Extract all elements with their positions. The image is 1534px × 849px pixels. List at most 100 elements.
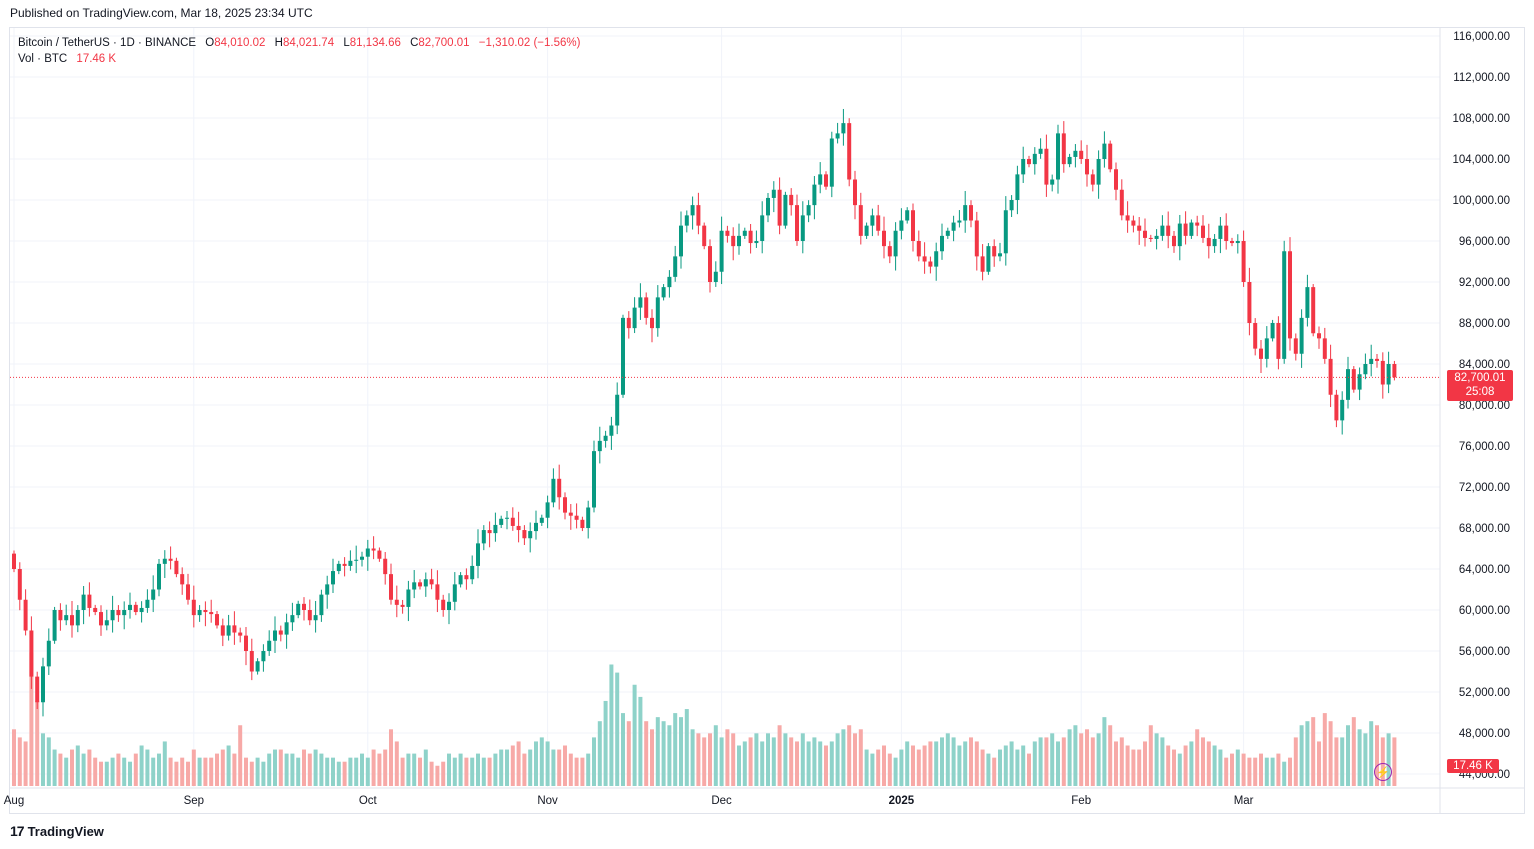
candle-body	[1166, 225, 1171, 236]
candle-body	[940, 235, 944, 252]
candle-body	[945, 230, 950, 236]
volume-bar	[1108, 725, 1113, 786]
time-tick-label: 2025	[889, 795, 915, 807]
candle-body	[145, 599, 150, 608]
volume-bar	[1021, 745, 1026, 786]
volume-bar	[783, 733, 788, 786]
volume-bar	[516, 741, 521, 786]
candle-body	[284, 622, 289, 635]
price-tick-label: 68,000.00	[1459, 523, 1510, 535]
volume-bar	[812, 737, 817, 786]
candle-body	[17, 569, 22, 600]
candle-body	[626, 317, 631, 329]
candle-body	[464, 575, 469, 580]
volume-bar	[441, 761, 446, 786]
volume-bar	[887, 753, 892, 786]
candle-body	[1050, 179, 1055, 185]
volume-bar	[476, 753, 480, 786]
candle-body	[748, 230, 753, 244]
candle-body	[1282, 251, 1287, 359]
candle-body	[934, 251, 939, 267]
lightning-icon[interactable]: ⚡	[1374, 763, 1392, 781]
volume-bar	[1346, 725, 1350, 786]
volume-bar	[940, 737, 944, 786]
volume-bar	[1380, 737, 1385, 786]
legend-volume-label[interactable]: Vol · BTC	[18, 53, 68, 65]
candle-body	[1375, 358, 1379, 361]
volume-bar	[621, 713, 625, 786]
candle-body	[911, 210, 915, 241]
volume-bar	[58, 753, 63, 786]
volume-bar	[1299, 725, 1304, 786]
candle-body	[400, 604, 405, 607]
volume-bar	[922, 745, 927, 786]
volume-bar	[916, 749, 921, 786]
candle-body	[847, 123, 852, 180]
volume-bar	[771, 737, 776, 786]
candle-body	[1044, 148, 1049, 185]
volume-bar	[267, 753, 272, 786]
price-axis: 116,000.00 112,000.00 108,000.00 104,000.00…	[1452, 31, 1510, 781]
volume-bar	[1230, 753, 1234, 786]
candle-body	[1038, 148, 1043, 154]
volume-bar	[800, 733, 805, 786]
candle-body	[771, 189, 776, 198]
candle-body	[667, 276, 672, 288]
volume-bar	[754, 733, 759, 786]
legend-volume-value: 17.46 K	[76, 53, 117, 65]
volume-bar	[568, 753, 573, 786]
candle-body	[476, 543, 480, 566]
candle-body	[609, 425, 614, 436]
legend-symbol[interactable]: Bitcoin / TetherUS · 1D · BINANCE	[18, 37, 197, 49]
candle-body	[435, 584, 440, 600]
volume-bar	[626, 721, 631, 786]
candle-body	[336, 563, 341, 572]
candle-body	[307, 610, 312, 621]
volume-bar	[609, 664, 614, 786]
candle-body	[870, 215, 875, 226]
candle-body	[737, 235, 741, 247]
candle-body	[290, 615, 295, 623]
volume-bar	[1241, 753, 1246, 786]
price-tick-label: 52,000.00	[1459, 687, 1510, 699]
volume-bar	[41, 733, 45, 786]
candle-body	[580, 519, 585, 528]
candle-body	[760, 215, 765, 241]
volume-bar	[499, 749, 504, 786]
candle-body	[1311, 287, 1316, 334]
volume-bar	[157, 753, 161, 786]
candle-body	[586, 507, 591, 528]
volume-bar	[377, 753, 382, 786]
volume-bar	[435, 765, 440, 786]
candle-body	[1148, 237, 1153, 239]
volume-bar	[174, 761, 179, 786]
volume-bar	[963, 741, 968, 786]
volume-bar	[824, 745, 828, 786]
price-tick-label: 104,000.00	[1452, 154, 1510, 166]
volume-bar	[215, 753, 219, 786]
footer-brand[interactable]: 17 TradingView	[10, 823, 104, 839]
candle-body	[394, 599, 399, 605]
candlesticks	[12, 108, 1397, 717]
volume-bar	[818, 741, 823, 786]
candle-body	[1160, 225, 1165, 236]
volume-bar	[17, 737, 22, 786]
candle-body	[441, 599, 446, 610]
candle-body	[603, 435, 608, 441]
published-header: Published on TradingView.com, Mar 18, 20…	[10, 6, 313, 20]
candle-body	[1357, 374, 1362, 390]
candle-body	[957, 220, 962, 223]
candle-body	[406, 589, 411, 607]
volume-bar	[905, 741, 910, 786]
volume-bar	[313, 749, 318, 786]
volume-bar	[122, 757, 127, 786]
volume-bar	[220, 749, 225, 786]
volume-bar	[835, 733, 840, 786]
candle-body	[1293, 338, 1298, 354]
volume-bar	[899, 749, 904, 786]
candle-body	[795, 205, 799, 241]
volume-bar	[702, 737, 707, 786]
candle-body	[162, 558, 167, 564]
candle-body	[1218, 225, 1223, 239]
